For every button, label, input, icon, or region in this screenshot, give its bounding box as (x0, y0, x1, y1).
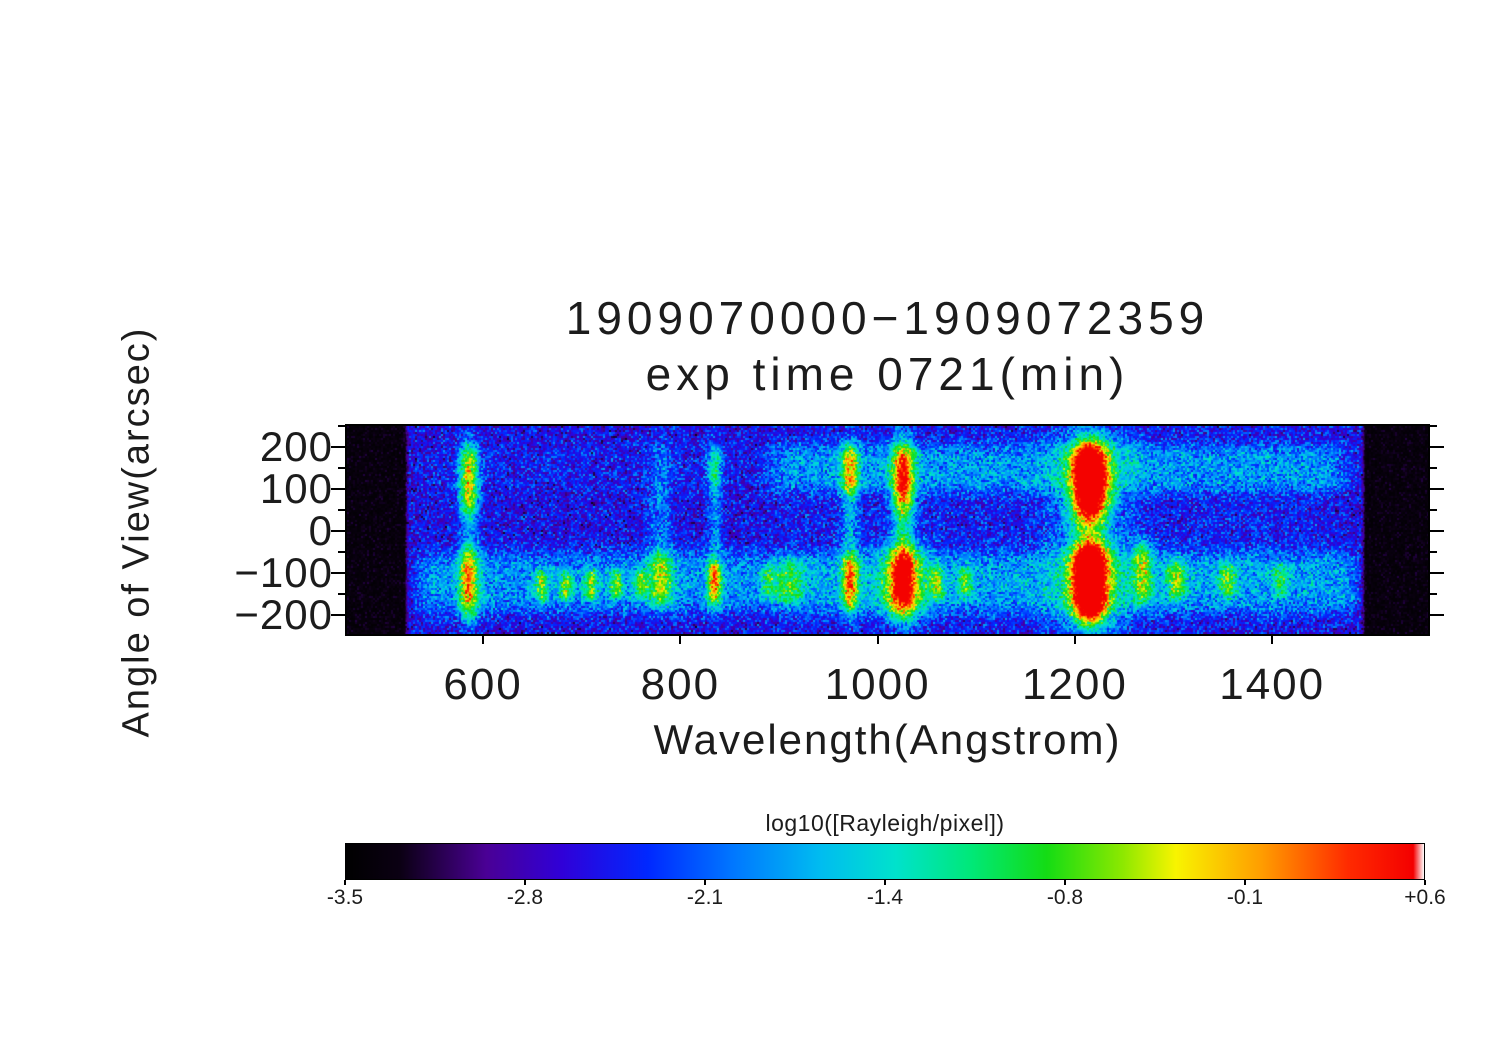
axis-tick (1430, 572, 1444, 575)
axis-tick (1430, 509, 1437, 512)
colorbar-tick-labels: -3.5 -2.8 -2.1 -1.4 -0.8 -0.1 +0.6 (327, 886, 1446, 912)
y-tick-label: 100 (259, 465, 333, 513)
axis-tick (331, 572, 345, 575)
axis-tick (1244, 880, 1246, 885)
axis-tick (876, 636, 879, 644)
colorbar-tick-label: -0.8 (1046, 886, 1084, 909)
colorbar-tick-label: -2.8 (506, 886, 544, 909)
colorbar-tick-label: +0.6 (1404, 886, 1446, 909)
spectrogram-image (347, 426, 1428, 634)
axis-tick (1430, 425, 1437, 428)
plot-title: 1909070000−1909072359 (565, 292, 1210, 344)
axis-tick (1064, 880, 1066, 885)
x-axis-tick-labels: 600 800 1000 1200 1400 (345, 660, 1430, 710)
x-tick-label: 1200 (1021, 660, 1128, 709)
axis-tick (1430, 446, 1444, 449)
axis-tick (679, 636, 682, 644)
axis-tick (338, 593, 345, 596)
x-tick-label: 600 (443, 660, 523, 709)
axis-tick (1430, 614, 1444, 616)
axis-tick (704, 880, 706, 885)
axis-tick (1430, 467, 1437, 470)
x-axis-label: Wavelength(Angstrom) (653, 716, 1122, 763)
spectrogram-plot-box (345, 424, 1430, 636)
y-axis-tick-labels: 200 100 0 −100 −200 (0, 423, 337, 638)
axis-tick (1073, 636, 1076, 644)
colorbar (345, 843, 1425, 880)
axis-tick (1430, 551, 1437, 554)
axis-tick (1430, 530, 1444, 533)
axis-tick (482, 636, 485, 644)
axis-tick (331, 446, 345, 449)
colorbar-tick-label: -3.5 (326, 886, 364, 909)
x-tick-label: 1400 (1219, 660, 1326, 709)
y-tick-label: −100 (234, 549, 333, 597)
axis-tick (1271, 636, 1274, 644)
plot-subtitle: exp time 0721(min) (645, 348, 1130, 400)
x-tick-label: 800 (640, 660, 721, 709)
colorbar-tick-label: -1.4 (866, 886, 904, 909)
axis-tick (1430, 593, 1437, 596)
axis-tick (1430, 488, 1444, 491)
colorbar-tick-label: -2.1 (686, 886, 724, 909)
y-tick-label: 200 (259, 423, 333, 471)
axis-tick (338, 425, 345, 428)
colorbar-tick-label: -0.1 (1226, 886, 1264, 909)
axis-tick (524, 880, 526, 885)
x-tick-label: 1000 (824, 660, 931, 709)
colorbar-label: log10([Rayleigh/pixel]) (765, 810, 1005, 836)
axis-tick (338, 509, 345, 512)
y-tick-label: −200 (234, 591, 333, 638)
y-tick-label: 0 (308, 507, 333, 555)
axis-tick (331, 614, 345, 616)
axis-tick (331, 530, 345, 533)
axis-tick (338, 467, 345, 470)
axis-tick (344, 880, 346, 885)
axis-tick (331, 488, 345, 491)
axis-tick (1424, 880, 1426, 885)
axis-tick (884, 880, 886, 885)
axis-tick (338, 551, 345, 554)
